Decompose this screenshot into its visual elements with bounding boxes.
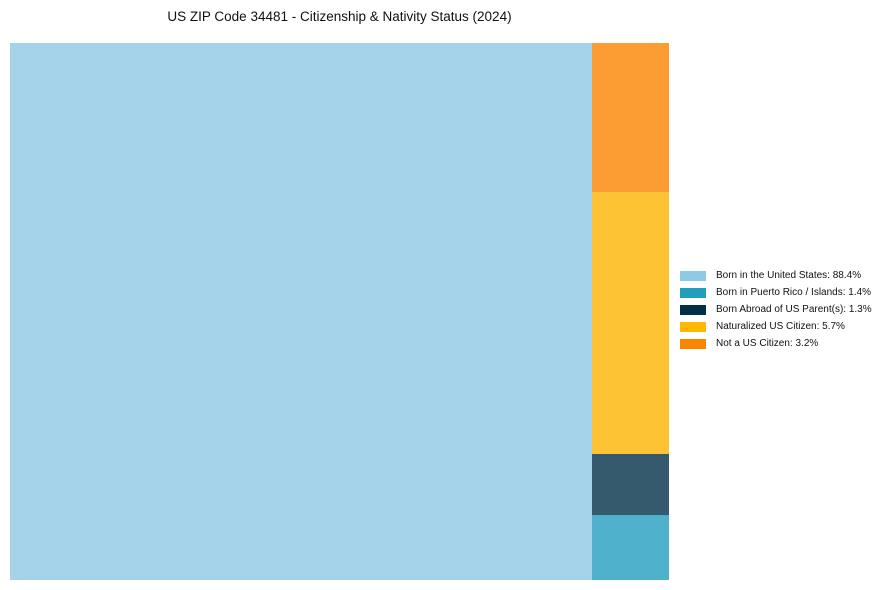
tile-born-abroad xyxy=(592,454,669,515)
legend-swatch xyxy=(680,304,706,315)
legend-label: Born in Puerto Rico / Islands: 1.4% xyxy=(716,287,872,298)
legend-item: Born in the United States: 88.4% xyxy=(680,267,872,284)
legend-label: Born Abroad of US Parent(s): 1.3% xyxy=(716,304,872,315)
legend-item: Born Abroad of US Parent(s): 1.3% xyxy=(680,301,872,318)
tile-not-us-citizen xyxy=(592,43,669,192)
legend-label: Born in the United States: 88.4% xyxy=(716,270,862,281)
tile-naturalized xyxy=(592,192,669,454)
legend-swatch xyxy=(680,338,706,349)
tile-born-in-us xyxy=(10,43,592,580)
legend-item: Born in Puerto Rico / Islands: 1.4% xyxy=(680,284,872,301)
legend-swatch xyxy=(680,270,706,281)
tile-puerto-rico xyxy=(592,515,669,580)
legend-swatch xyxy=(680,287,706,298)
legend-item: Not a US Citizen: 3.2% xyxy=(680,335,872,352)
legend-swatch xyxy=(680,321,706,332)
chart-title: US ZIP Code 34481 - Citizenship & Nativi… xyxy=(167,9,512,24)
legend-item: Naturalized US Citizen: 5.7% xyxy=(680,318,872,335)
legend: Born in the United States: 88.4% Born in… xyxy=(680,267,872,352)
legend-label: Naturalized US Citizen: 5.7% xyxy=(716,321,845,332)
legend-label: Not a US Citizen: 3.2% xyxy=(716,338,819,349)
